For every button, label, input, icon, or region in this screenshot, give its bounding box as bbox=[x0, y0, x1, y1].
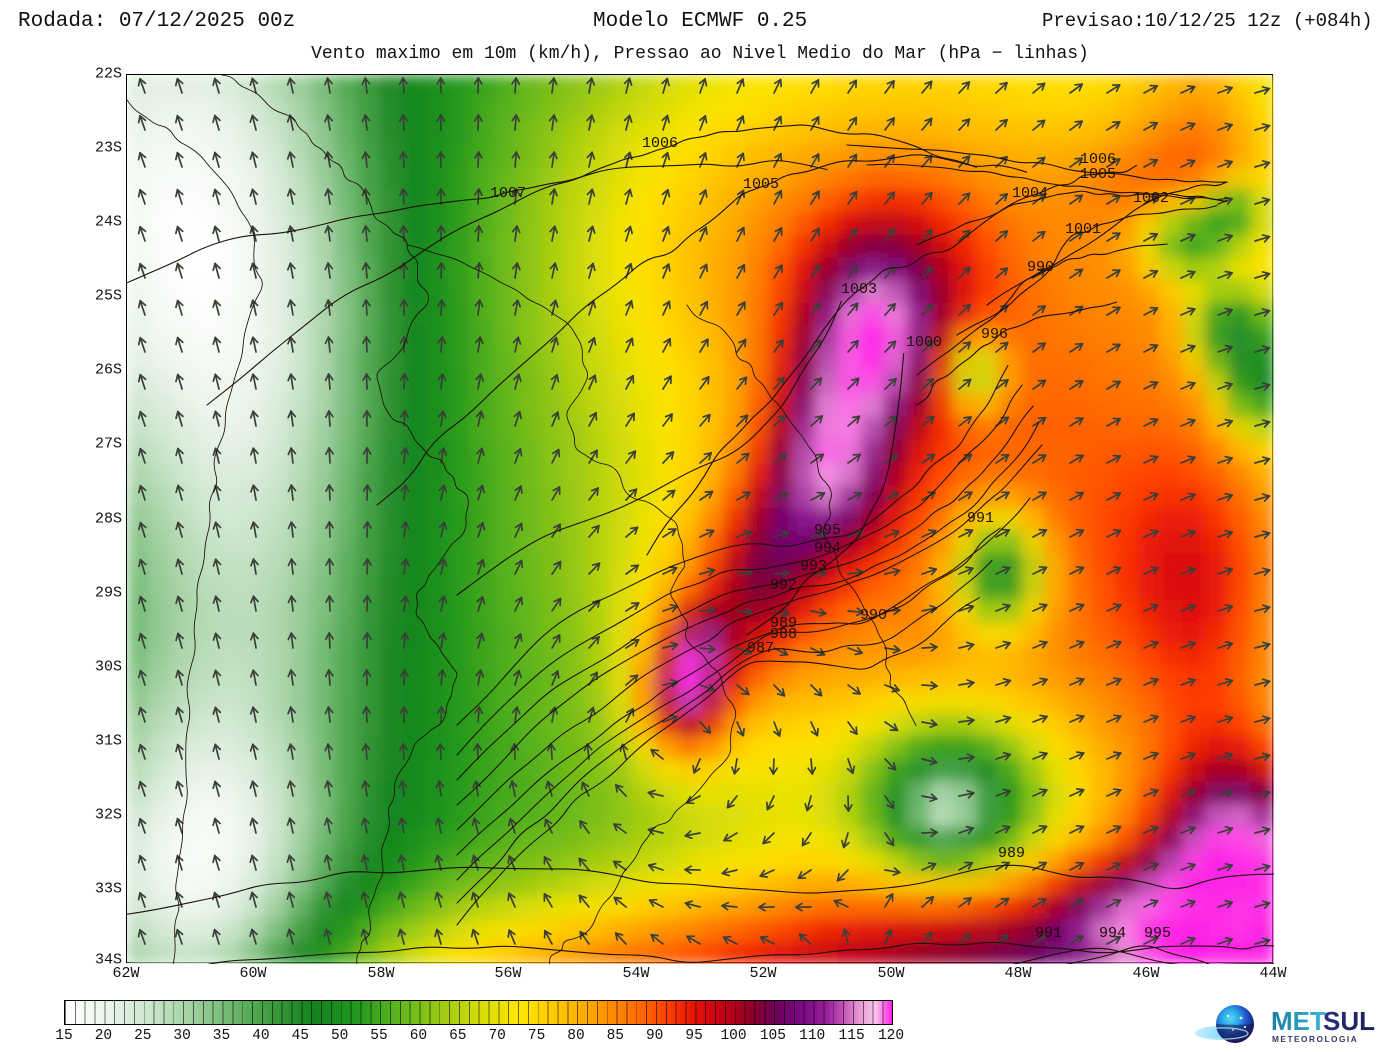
svg-text:1001: 1001 bbox=[1065, 221, 1101, 238]
svg-text:METEOROLOGIA: METEOROLOGIA bbox=[1272, 1034, 1358, 1044]
svg-text:991: 991 bbox=[1035, 925, 1062, 942]
svg-text:SUL: SUL bbox=[1323, 1006, 1375, 1036]
svg-text:MET: MET bbox=[1271, 1006, 1326, 1036]
svg-text:1000: 1000 bbox=[906, 334, 942, 351]
svg-text:989: 989 bbox=[998, 845, 1025, 862]
svg-text:994: 994 bbox=[1099, 925, 1126, 942]
svg-text:988: 988 bbox=[770, 626, 797, 643]
svg-text:1007: 1007 bbox=[490, 185, 526, 202]
svg-text:992: 992 bbox=[770, 577, 797, 594]
svg-text:1006: 1006 bbox=[642, 135, 678, 152]
svg-text:1004: 1004 bbox=[1012, 185, 1048, 202]
svg-text:1002: 1002 bbox=[1133, 190, 1169, 207]
svg-text:1003: 1003 bbox=[841, 281, 877, 298]
svg-text:987: 987 bbox=[747, 640, 774, 657]
svg-text:995: 995 bbox=[1144, 925, 1171, 942]
svg-text:1005: 1005 bbox=[743, 176, 779, 193]
svg-text:990: 990 bbox=[1027, 259, 1054, 276]
svg-text:991: 991 bbox=[967, 510, 994, 527]
svg-text:995: 995 bbox=[814, 522, 841, 539]
svg-text:990: 990 bbox=[860, 607, 887, 624]
svg-text:1005: 1005 bbox=[1080, 166, 1116, 183]
svg-text:996: 996 bbox=[981, 326, 1008, 343]
svg-text:994: 994 bbox=[814, 540, 841, 557]
svg-text:993: 993 bbox=[800, 558, 827, 575]
